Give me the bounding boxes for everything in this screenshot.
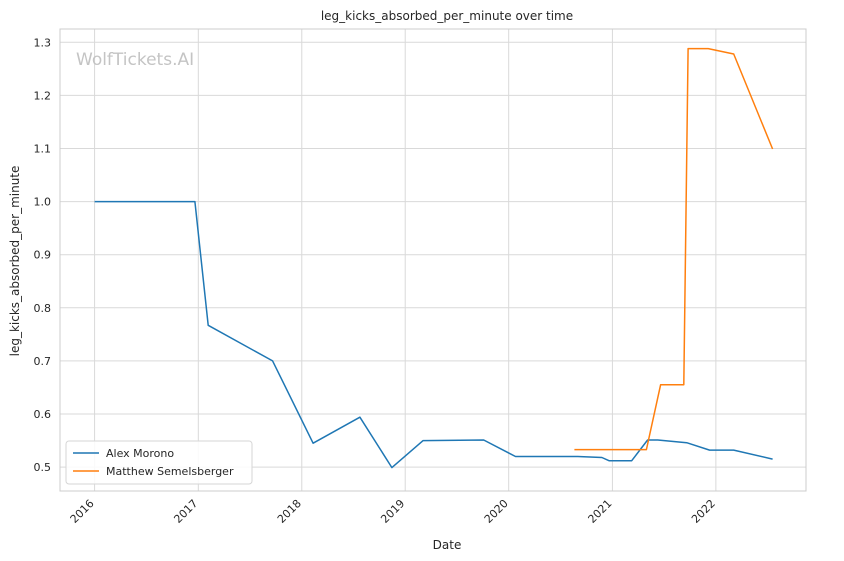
legend-box — [65, 440, 253, 485]
chart-title: leg_kicks_absorbed_per_minute over time — [321, 9, 573, 23]
y-axis-title: leg_kicks_absorbed_per_minute — [8, 166, 22, 357]
legend: Alex Morono Matthew Semelsberger — [65, 440, 253, 485]
legend-label-alex-morono: Alex Morono — [106, 447, 174, 460]
y-tick-label: 1.3 — [34, 36, 52, 49]
series-line-alex-morono — [94, 200, 773, 469]
y-tick-label: 0.6 — [34, 408, 52, 421]
legend-label-matthew-semelsberger: Matthew Semelsberger — [106, 465, 234, 478]
y-tick-label: 0.7 — [34, 355, 52, 368]
y-tick-label: 1.1 — [34, 142, 52, 155]
y-tick-label: 0.5 — [34, 461, 52, 474]
x-axis-title: Date — [433, 538, 462, 552]
plot-frame — [59, 28, 807, 492]
y-tick-label: 0.8 — [34, 302, 52, 315]
series-lines — [94, 47, 774, 469]
y-axis-ticks: 0.5 0.6 0.7 0.8 0.9 1.0 1.1 1.2 1.3 — [34, 36, 52, 474]
y-tick-label: 1.0 — [34, 196, 52, 209]
watermark: WolfTickets.AI — [76, 50, 194, 70]
series-line-matthew-semelsberger — [574, 47, 774, 451]
y-tick-label: 1.2 — [34, 89, 52, 102]
y-tick-label: 0.9 — [34, 249, 52, 262]
